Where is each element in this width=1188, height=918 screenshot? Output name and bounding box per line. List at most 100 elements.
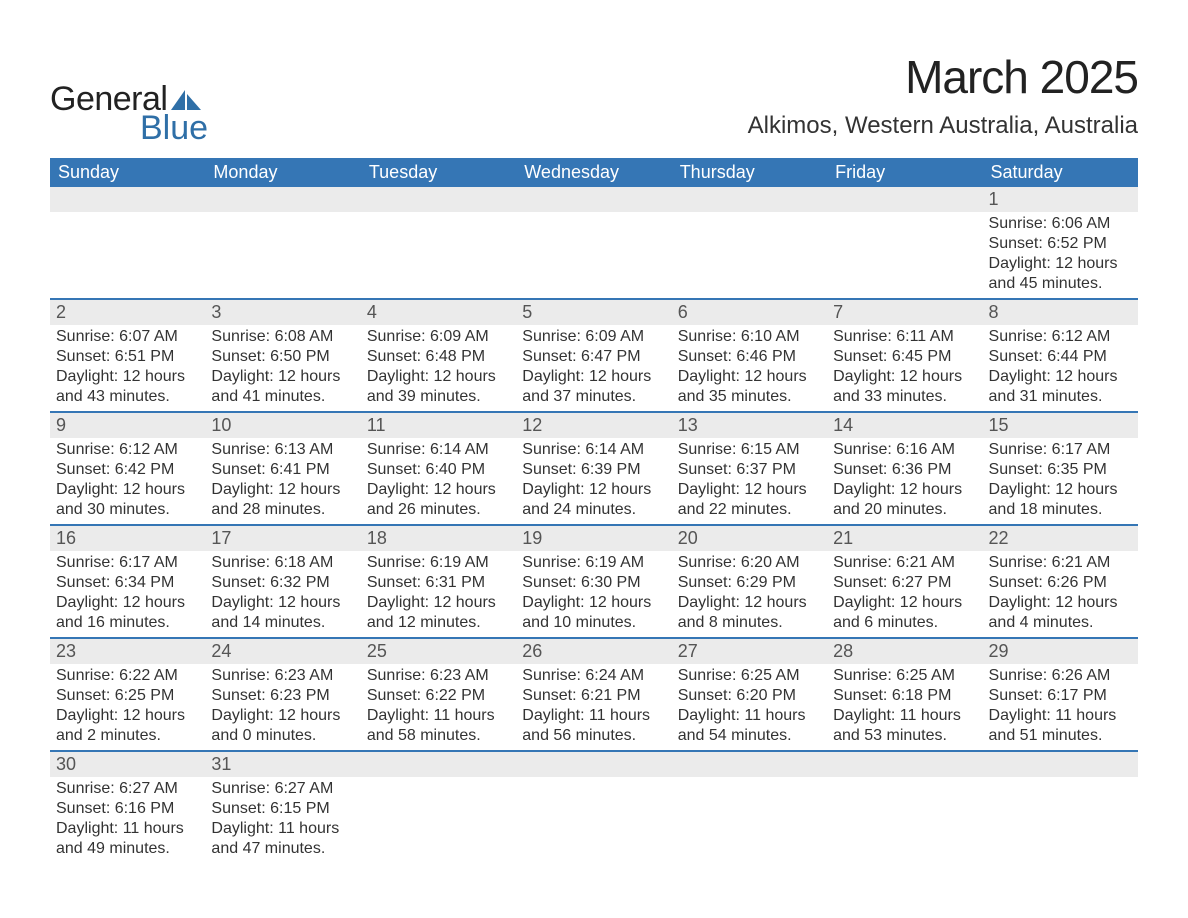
- sunset-text: Sunset: 6:25 PM: [56, 686, 199, 706]
- sunrise-text: Sunrise: 6:27 AM: [56, 779, 199, 799]
- daynum-row: 30: [50, 752, 205, 777]
- day-body: Sunrise: 6:15 AMSunset: 6:37 PMDaylight:…: [672, 438, 827, 524]
- weekday-header: Monday: [205, 158, 360, 187]
- daylight-text: Daylight: 12 hours and 8 minutes.: [678, 593, 821, 633]
- sunrise-text: Sunrise: 6:15 AM: [678, 440, 821, 460]
- daylight-text: Daylight: 11 hours and 47 minutes.: [211, 819, 354, 859]
- calendar-day-cell: 1Sunrise: 6:06 AMSunset: 6:52 PMDaylight…: [983, 187, 1138, 299]
- calendar-week-row: 2Sunrise: 6:07 AMSunset: 6:51 PMDaylight…: [50, 299, 1138, 412]
- sunrise-text: Sunrise: 6:23 AM: [211, 666, 354, 686]
- calendar-day-cell: 18Sunrise: 6:19 AMSunset: 6:31 PMDayligh…: [361, 525, 516, 638]
- day-body: Sunrise: 6:12 AMSunset: 6:42 PMDaylight:…: [50, 438, 205, 524]
- day-number: 5: [516, 300, 671, 325]
- daynum-row: 4: [361, 300, 516, 325]
- weekday-header: Tuesday: [361, 158, 516, 187]
- day-number: 18: [361, 526, 516, 551]
- daynum-row: .: [205, 187, 360, 212]
- daylight-text: Daylight: 11 hours and 54 minutes.: [678, 706, 821, 746]
- daylight-text: Daylight: 11 hours and 53 minutes.: [833, 706, 976, 746]
- day-body: Sunrise: 6:11 AMSunset: 6:45 PMDaylight:…: [827, 325, 982, 411]
- daylight-text: Daylight: 12 hours and 35 minutes.: [678, 367, 821, 407]
- day-number: 28: [827, 639, 982, 664]
- calendar-thead: Sunday Monday Tuesday Wednesday Thursday…: [50, 158, 1138, 187]
- day-body: Sunrise: 6:09 AMSunset: 6:48 PMDaylight:…: [361, 325, 516, 411]
- sail-icon: [171, 88, 201, 110]
- sunrise-text: Sunrise: 6:24 AM: [522, 666, 665, 686]
- sunrise-text: Sunrise: 6:14 AM: [367, 440, 510, 460]
- day-body: Sunrise: 6:19 AMSunset: 6:31 PMDaylight:…: [361, 551, 516, 637]
- calendar-page: General Blue March 2025 Alkimos, Western…: [50, 50, 1138, 863]
- day-body: Sunrise: 6:25 AMSunset: 6:18 PMDaylight:…: [827, 664, 982, 750]
- day-number: 15: [983, 413, 1138, 438]
- calendar-day-cell: 21Sunrise: 6:21 AMSunset: 6:27 PMDayligh…: [827, 525, 982, 638]
- sunrise-text: Sunrise: 6:12 AM: [56, 440, 199, 460]
- calendar-day-cell: 10Sunrise: 6:13 AMSunset: 6:41 PMDayligh…: [205, 412, 360, 525]
- daynum-row: 2: [50, 300, 205, 325]
- daylight-text: Daylight: 12 hours and 33 minutes.: [833, 367, 976, 407]
- daynum-row: .: [827, 752, 982, 777]
- calendar-day-cell: 29Sunrise: 6:26 AMSunset: 6:17 PMDayligh…: [983, 638, 1138, 751]
- daylight-text: Daylight: 12 hours and 37 minutes.: [522, 367, 665, 407]
- day-body: Sunrise: 6:18 AMSunset: 6:32 PMDaylight:…: [205, 551, 360, 637]
- daynum-row: 12: [516, 413, 671, 438]
- calendar-day-cell: .: [827, 187, 982, 299]
- day-number: 13: [672, 413, 827, 438]
- calendar-day-cell: 3Sunrise: 6:08 AMSunset: 6:50 PMDaylight…: [205, 299, 360, 412]
- daynum-row: 9: [50, 413, 205, 438]
- calendar-day-cell: 4Sunrise: 6:09 AMSunset: 6:48 PMDaylight…: [361, 299, 516, 412]
- daynum-row: .: [516, 187, 671, 212]
- daylight-text: Daylight: 12 hours and 18 minutes.: [989, 480, 1132, 520]
- logo: General Blue: [50, 50, 208, 148]
- calendar-day-cell: 28Sunrise: 6:25 AMSunset: 6:18 PMDayligh…: [827, 638, 982, 751]
- calendar-day-cell: .: [827, 751, 982, 863]
- daynum-row: 31: [205, 752, 360, 777]
- sunrise-text: Sunrise: 6:17 AM: [56, 553, 199, 573]
- daynum-row: 22: [983, 526, 1138, 551]
- calendar-day-cell: 16Sunrise: 6:17 AMSunset: 6:34 PMDayligh…: [50, 525, 205, 638]
- daynum-row: 19: [516, 526, 671, 551]
- daylight-text: Daylight: 12 hours and 4 minutes.: [989, 593, 1132, 633]
- day-body: Sunrise: 6:14 AMSunset: 6:40 PMDaylight:…: [361, 438, 516, 524]
- daynum-row: .: [50, 187, 205, 212]
- calendar-day-cell: 12Sunrise: 6:14 AMSunset: 6:39 PMDayligh…: [516, 412, 671, 525]
- sunrise-text: Sunrise: 6:21 AM: [989, 553, 1132, 573]
- sunrise-text: Sunrise: 6:11 AM: [833, 327, 976, 347]
- calendar-day-cell: 19Sunrise: 6:19 AMSunset: 6:30 PMDayligh…: [516, 525, 671, 638]
- daynum-row: .: [672, 187, 827, 212]
- weekday-header: Wednesday: [516, 158, 671, 187]
- day-number: 1: [983, 187, 1138, 212]
- sunset-text: Sunset: 6:42 PM: [56, 460, 199, 480]
- calendar-week-row: 16Sunrise: 6:17 AMSunset: 6:34 PMDayligh…: [50, 525, 1138, 638]
- sunset-text: Sunset: 6:52 PM: [989, 234, 1132, 254]
- calendar-day-cell: 24Sunrise: 6:23 AMSunset: 6:23 PMDayligh…: [205, 638, 360, 751]
- day-body: Sunrise: 6:09 AMSunset: 6:47 PMDaylight:…: [516, 325, 671, 411]
- sunset-text: Sunset: 6:22 PM: [367, 686, 510, 706]
- daylight-text: Daylight: 12 hours and 30 minutes.: [56, 480, 199, 520]
- daynum-row: 21: [827, 526, 982, 551]
- day-body: Sunrise: 6:17 AMSunset: 6:34 PMDaylight:…: [50, 551, 205, 637]
- day-body: Sunrise: 6:23 AMSunset: 6:22 PMDaylight:…: [361, 664, 516, 750]
- day-number: 11: [361, 413, 516, 438]
- day-number: 25: [361, 639, 516, 664]
- day-number: 30: [50, 752, 205, 777]
- day-number: 29: [983, 639, 1138, 664]
- calendar-day-cell: .: [516, 751, 671, 863]
- day-body: Sunrise: 6:25 AMSunset: 6:20 PMDaylight:…: [672, 664, 827, 750]
- sunrise-text: Sunrise: 6:23 AM: [367, 666, 510, 686]
- calendar-week-row: ......1Sunrise: 6:06 AMSunset: 6:52 PMDa…: [50, 187, 1138, 299]
- sunset-text: Sunset: 6:16 PM: [56, 799, 199, 819]
- daynum-row: 10: [205, 413, 360, 438]
- day-number: 12: [516, 413, 671, 438]
- daylight-text: Daylight: 11 hours and 58 minutes.: [367, 706, 510, 746]
- daylight-text: Daylight: 12 hours and 45 minutes.: [989, 254, 1132, 294]
- day-number: 20: [672, 526, 827, 551]
- sunset-text: Sunset: 6:51 PM: [56, 347, 199, 367]
- day-number: 9: [50, 413, 205, 438]
- calendar-week-row: 30Sunrise: 6:27 AMSunset: 6:16 PM Dayligh…: [50, 751, 1138, 863]
- day-number: 27: [672, 639, 827, 664]
- calendar-day-cell: .: [205, 187, 360, 299]
- calendar-day-cell: .: [672, 751, 827, 863]
- sunrise-text: Sunrise: 6:14 AM: [522, 440, 665, 460]
- day-body: Sunrise: 6:21 AMSunset: 6:27 PMDaylight:…: [827, 551, 982, 637]
- day-number: 14: [827, 413, 982, 438]
